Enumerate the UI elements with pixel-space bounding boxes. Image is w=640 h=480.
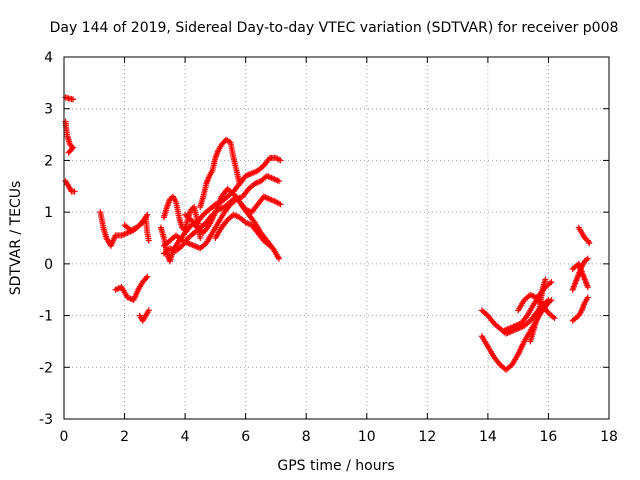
data-point — [584, 284, 591, 291]
data-point — [65, 149, 72, 156]
data-point — [71, 188, 78, 195]
x-tick-label: 6 — [241, 429, 250, 445]
x-axis-label: GPS time / hours — [277, 458, 394, 474]
data-point — [144, 273, 151, 280]
data-point — [266, 242, 273, 249]
data-point — [66, 148, 73, 155]
x-tick-label: 0 — [60, 429, 69, 445]
y-tick-label: -3 — [39, 412, 53, 428]
data-point — [145, 237, 152, 244]
data-point — [277, 157, 284, 164]
data-point — [585, 238, 592, 245]
x-tick-label: 4 — [181, 429, 190, 445]
x-tick-label: 10 — [358, 429, 376, 445]
data-point — [277, 201, 284, 208]
data-point — [143, 275, 150, 282]
x-tick-label: 18 — [600, 429, 618, 445]
data-point — [144, 211, 151, 218]
data-point — [548, 278, 555, 285]
plot-frame — [63, 56, 610, 420]
data-point — [551, 315, 558, 322]
data-point — [586, 240, 593, 247]
x-tick-label: 2 — [120, 429, 129, 445]
y-tick-label: -1 — [39, 309, 53, 325]
y-tick-label: -2 — [39, 360, 53, 376]
data-point — [275, 255, 282, 262]
y-tick-label: 1 — [44, 205, 53, 221]
y-axis-label: SDTVAR / TECUs — [8, 181, 24, 296]
x-tick-label: 8 — [302, 429, 311, 445]
data-point — [70, 96, 77, 103]
y-tick-label: 4 — [44, 50, 53, 66]
data-point — [236, 180, 243, 187]
data-point — [275, 178, 282, 185]
data-point — [197, 235, 204, 241]
data-point — [275, 254, 282, 261]
data-point — [584, 294, 591, 301]
x-tick-label: 14 — [479, 429, 497, 445]
data-points — [62, 94, 593, 373]
data-point — [548, 297, 555, 304]
y-tick-label: 3 — [44, 102, 53, 118]
x-tick-label: 16 — [540, 429, 558, 445]
x-tick-label: 12 — [418, 429, 436, 445]
grid — [64, 57, 609, 419]
y-tick-label: 2 — [44, 153, 53, 169]
y-tick-label: 0 — [44, 257, 53, 273]
data-point — [145, 307, 152, 314]
data-point — [542, 276, 549, 283]
chart-title: Day 144 of 2019, Sidereal Day-to-day VTE… — [50, 20, 619, 36]
data-point — [584, 255, 591, 262]
